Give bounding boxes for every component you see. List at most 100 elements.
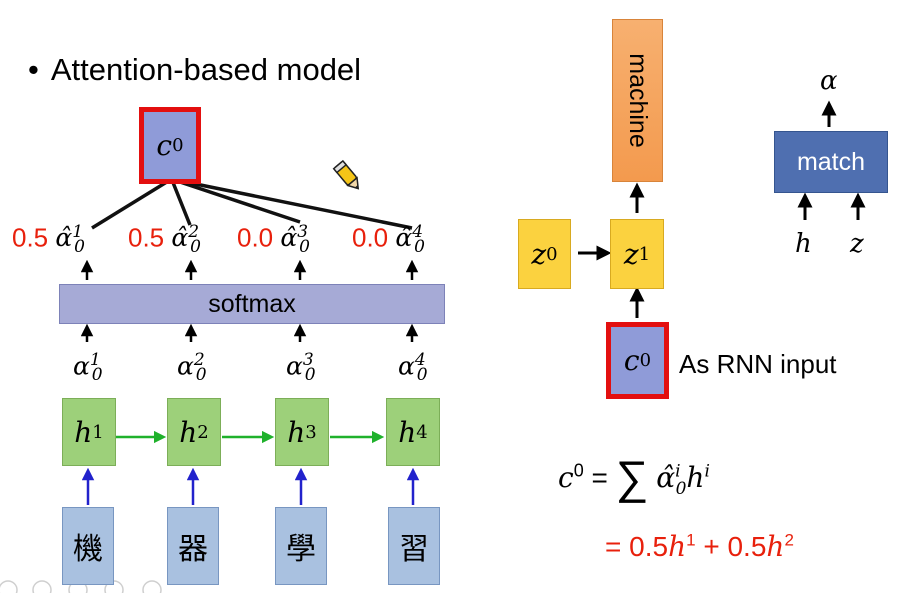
formula-line-1: c0 = ∑ α̂i0hi xyxy=(558,450,710,504)
weight-value-3: 0.0 xyxy=(237,222,274,253)
alpha-hat-sub-1: 0 xyxy=(74,237,85,258)
hidden-base-4: h xyxy=(398,415,417,449)
match-input-z: z xyxy=(850,229,864,259)
formula-line2-mid: + 0.5 xyxy=(695,531,767,562)
attention-line-1 xyxy=(91,178,171,230)
formula-h: h xyxy=(686,461,705,494)
hidden-sup-1: 1 xyxy=(92,421,104,443)
formula-alpha-hat: α̂ xyxy=(656,461,676,494)
alpha-sub-2: 0 xyxy=(195,365,207,386)
formula-line-2: = 0.5h1 + 0.5h2 xyxy=(605,530,794,563)
softmax-layer: softmax xyxy=(59,284,445,324)
hidden-sup-2: 2 xyxy=(197,421,209,443)
formula-line2-h1-sup: 1 xyxy=(686,530,696,550)
match-output-alpha: α xyxy=(820,66,838,96)
match-input-h: h xyxy=(795,229,812,259)
alpha-sup-2: 2 xyxy=(193,350,205,370)
alpha-hat-3: α̂ xyxy=(280,223,298,253)
formula-eq: = xyxy=(591,462,608,493)
hidden-sup-4: 4 xyxy=(416,421,428,443)
attention-line-3 xyxy=(173,178,301,224)
alpha-hat-sup-2: 2 xyxy=(188,222,200,242)
formula-term-sup: i xyxy=(675,461,681,482)
machine-output-box: machine xyxy=(612,19,663,182)
input-char-1: 機 xyxy=(62,507,114,585)
hidden-base-3: h xyxy=(287,415,306,449)
formula-sum: ∑ xyxy=(615,451,649,503)
hidden-base-1: h xyxy=(74,415,93,449)
alpha-symbol-3: α xyxy=(286,351,303,381)
input-char-3: 學 xyxy=(275,507,327,585)
alpha-symbol-4: α xyxy=(398,351,415,381)
machine-label: machine xyxy=(624,53,652,148)
c0-rnn-sup: 0 xyxy=(639,350,652,371)
formula-line2-h2: h xyxy=(766,530,785,563)
formula-line2-h2-sup: 2 xyxy=(784,530,794,550)
alpha-hat-sub-3: 0 xyxy=(299,237,310,258)
alpha-sup-3: 3 xyxy=(302,350,314,370)
context-vector-sup: 0 xyxy=(172,135,184,156)
formula-line2-start: = 0.5 xyxy=(605,531,669,562)
attention-line-4 xyxy=(175,178,413,230)
z0-base: z xyxy=(531,237,547,271)
alpha-1: α10 xyxy=(73,350,103,385)
bullet-glyph: • xyxy=(28,52,39,87)
alpha-hat-sup-1: 1 xyxy=(72,222,84,242)
match-label: match xyxy=(796,147,866,176)
formula-term-sub: 0 xyxy=(675,478,687,499)
alpha-hat-sub-2: 0 xyxy=(190,237,201,258)
weight-value-1: 0.5 xyxy=(12,222,49,253)
z0-sup: 0 xyxy=(546,243,558,265)
alpha-3: α30 xyxy=(286,350,316,385)
slide-title: • Attention-based model xyxy=(28,52,361,88)
weight-group-4: 0.0 α̂40 xyxy=(352,222,425,257)
weight-value-2: 0.5 xyxy=(128,222,165,253)
z1-base: z xyxy=(623,237,639,271)
alpha-2: α20 xyxy=(177,350,207,385)
alpha-hat-2: α̂ xyxy=(171,223,189,253)
alpha-sub-1: 0 xyxy=(91,365,103,386)
attention-line-2 xyxy=(170,179,192,226)
alpha-hat-sup-3: 3 xyxy=(297,222,309,242)
alpha-hat-4: α̂ xyxy=(395,223,413,253)
formula-line2-h1: h xyxy=(668,530,687,563)
input-char-2: 器 xyxy=(167,507,219,585)
hidden-base-2: h xyxy=(179,415,198,449)
alpha-4: α40 xyxy=(398,350,428,385)
alpha-sub-3: 0 xyxy=(304,365,316,386)
weight-value-4: 0.0 xyxy=(352,222,389,253)
formula-lhs-sup: 0 xyxy=(573,460,584,481)
input-char-4: 習 xyxy=(388,507,440,585)
formula-lhs: c xyxy=(558,461,574,494)
alpha-sup-4: 4 xyxy=(414,350,426,370)
weight-group-3: 0.0 α̂30 xyxy=(237,222,310,257)
alpha-hat-1: α̂ xyxy=(55,223,73,253)
softmax-label: softmax xyxy=(208,289,296,318)
alpha-hat-sup-4: 4 xyxy=(412,222,424,242)
alpha-sup-1: 1 xyxy=(89,350,101,370)
c0-rnn-base: c xyxy=(623,344,640,377)
pencil-cursor-icon xyxy=(332,159,360,190)
weight-group-2: 0.5 α̂20 xyxy=(128,222,201,257)
rnn-input-label: As RNN input xyxy=(679,349,837,379)
context-vector-base: c xyxy=(156,129,173,162)
match-block: match xyxy=(774,131,888,193)
attention-lines xyxy=(91,178,413,230)
hidden-sup-3: 3 xyxy=(305,421,317,443)
alpha-sub-4: 0 xyxy=(416,365,428,386)
alpha-symbol-1: α xyxy=(73,351,90,381)
z1-sup: 1 xyxy=(638,243,651,265)
title-text: Attention-based model xyxy=(50,52,362,87)
formula-h-sup: i xyxy=(704,461,710,482)
alpha-hat-sub-4: 0 xyxy=(414,237,425,258)
alpha-symbol-2: α xyxy=(177,351,194,381)
